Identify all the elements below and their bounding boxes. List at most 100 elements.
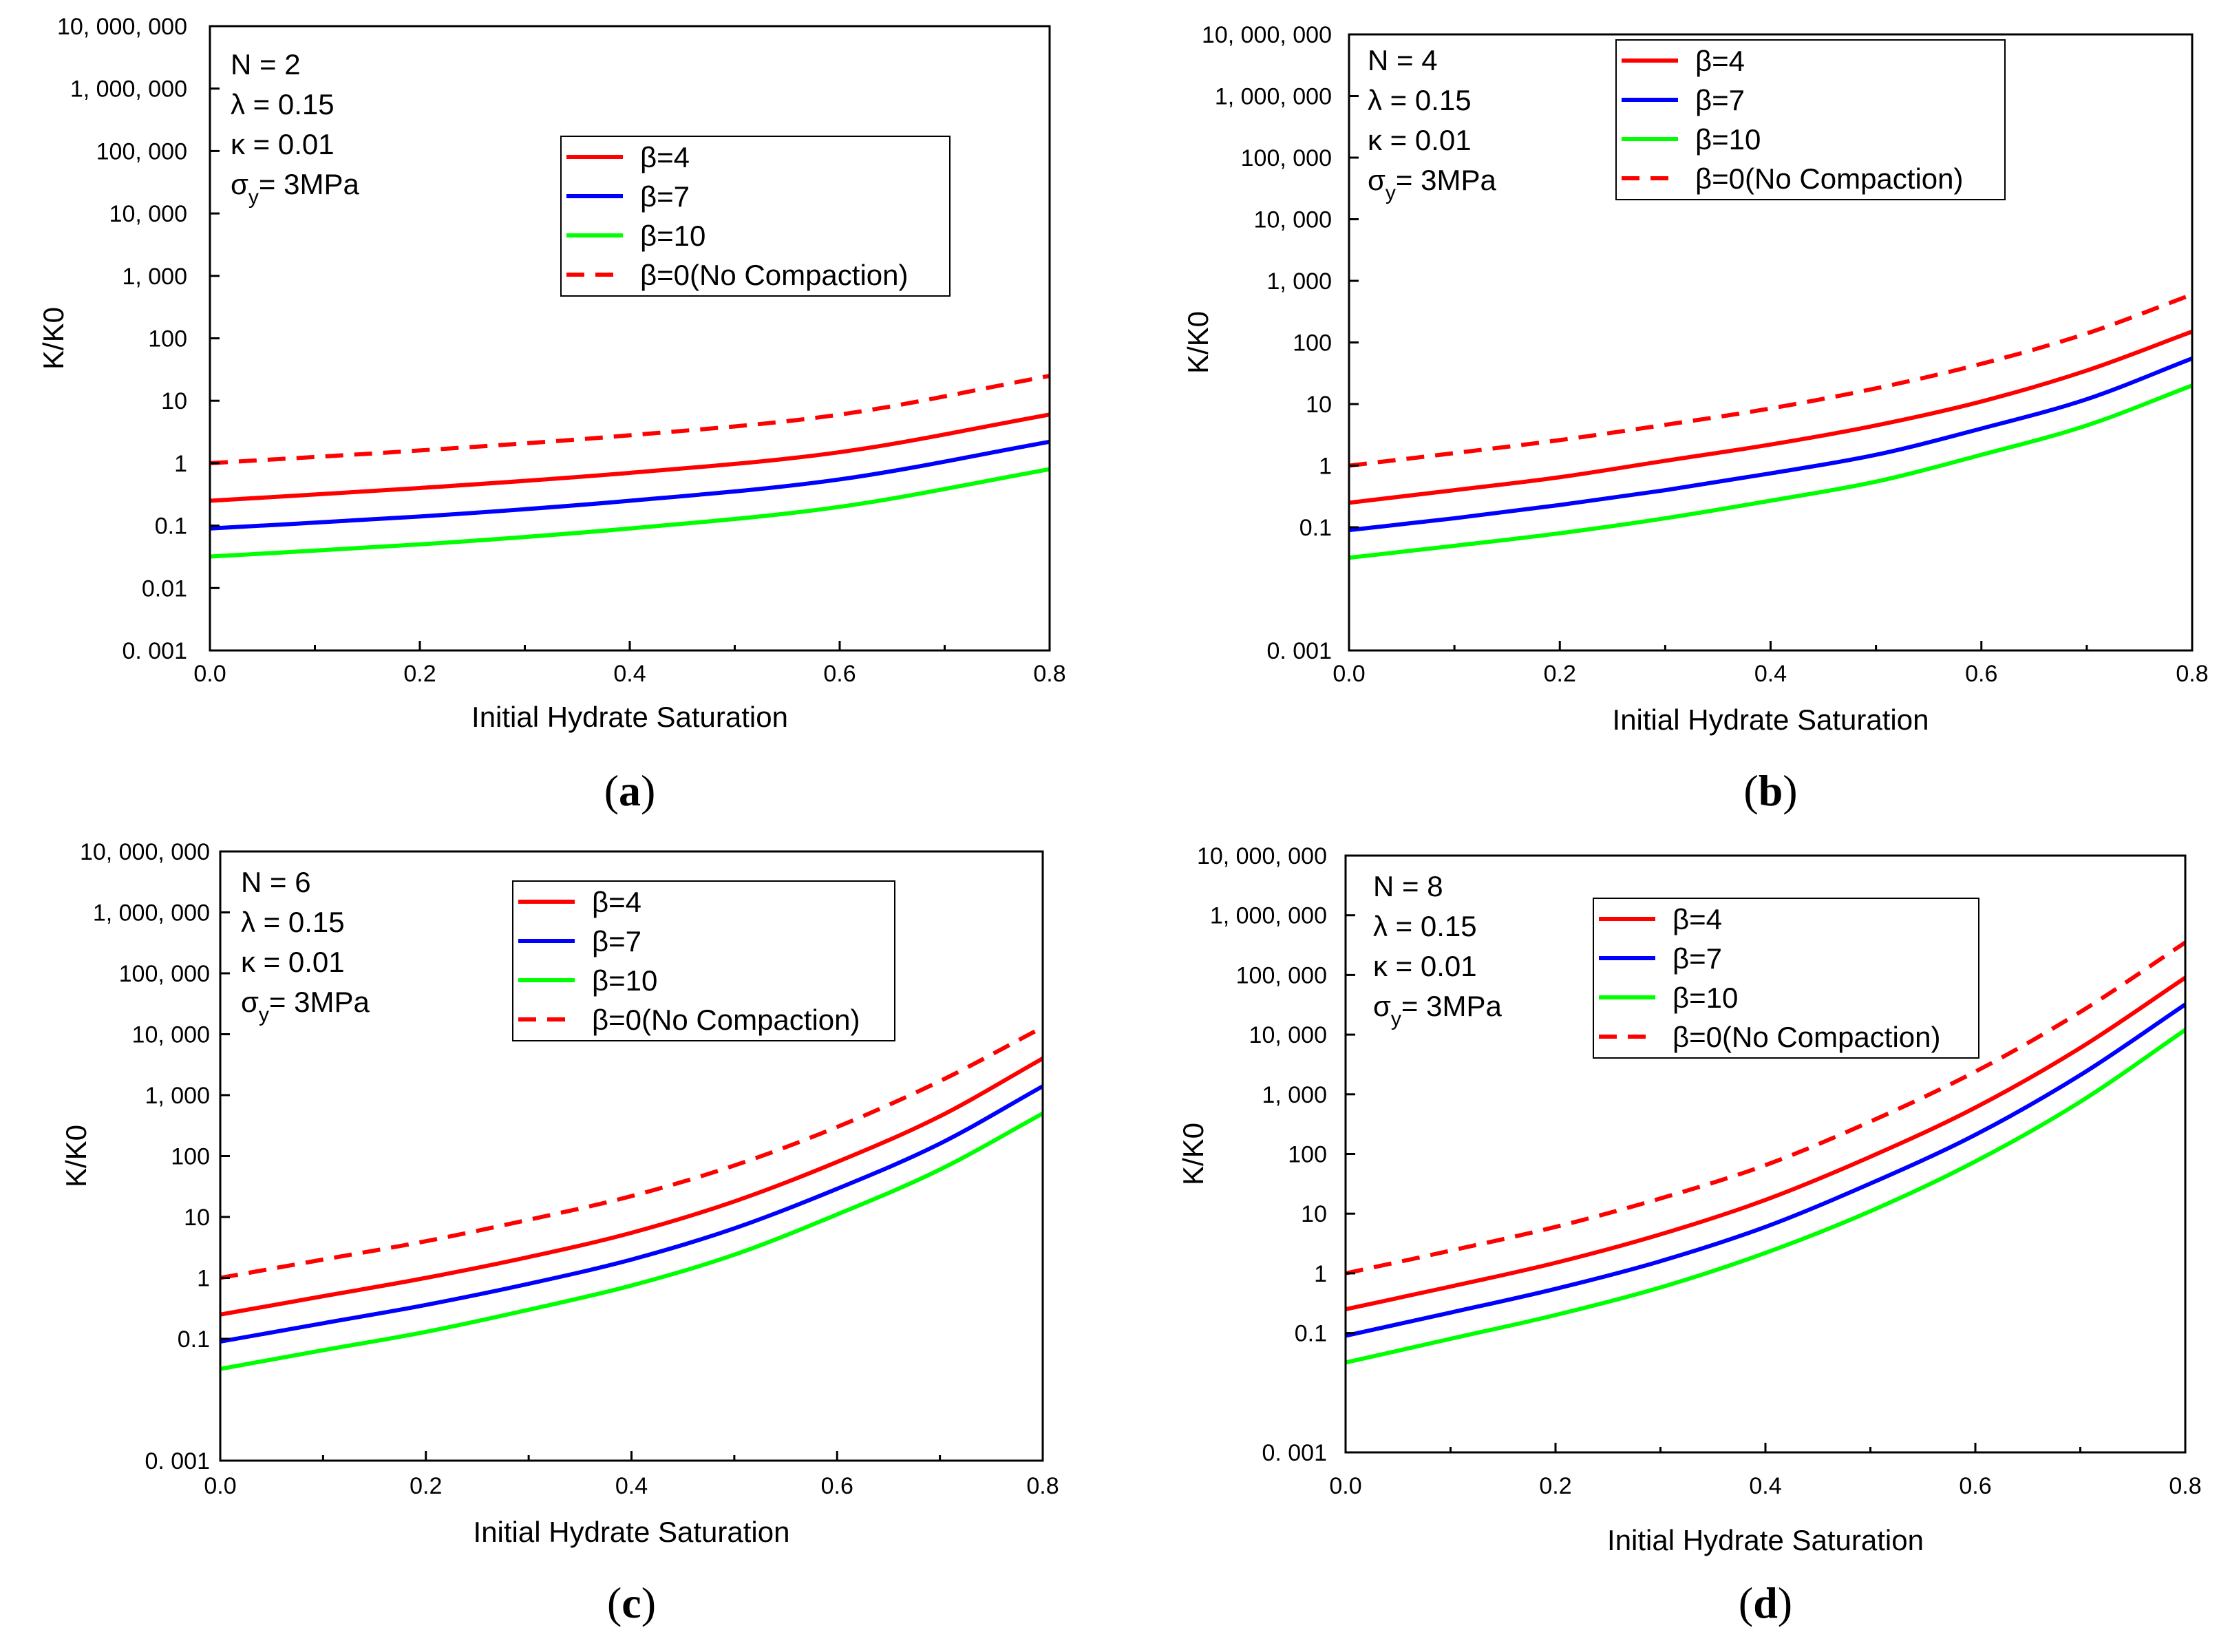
y-tick-label: 0.01: [142, 575, 187, 602]
y-tick-label: 10, 000: [1254, 207, 1332, 233]
y-tick-label: 1, 000, 000: [93, 900, 210, 926]
plot-area: [1349, 293, 2192, 560]
legend-label-3: β=0(No Compaction): [640, 259, 908, 291]
x-tick-label: 0.2: [1539, 1473, 1571, 1499]
legend-label-3: β=0(No Compaction): [1695, 162, 1963, 195]
y-tick-label: 100, 000: [96, 138, 187, 165]
y-tick-label: 0. 001: [1266, 638, 1332, 664]
plot-area: [220, 1025, 1043, 1371]
panel-caption: (c): [607, 1578, 656, 1627]
y-tick-label: 1, 000, 000: [70, 76, 187, 103]
param-sigma: σy= 3MPa: [1373, 990, 1502, 1030]
legend: β=4 β=7 β=10 β=0(No Compaction): [512, 880, 895, 1041]
series-line-0: [210, 412, 1050, 503]
x-tick-label: 0.2: [403, 661, 436, 687]
plot-area: [210, 374, 1050, 559]
param-lambda: λ = 0.15: [241, 906, 345, 938]
series-line-0: [1346, 975, 2185, 1312]
x-tick-label: 0.6: [1965, 661, 1997, 687]
legend-label-1: β=7: [1695, 84, 1745, 116]
y-tick-label: 1, 000, 000: [1215, 84, 1332, 110]
legend-label-0: β=4: [1695, 45, 1745, 77]
legend-label-2: β=10: [592, 964, 657, 997]
legend-label-3: β=0(No Compaction): [592, 1004, 860, 1036]
x-tick-label: 0.2: [410, 1473, 442, 1499]
x-tick-label: 0.4: [615, 1473, 648, 1499]
y-axis-title: K/K0: [1177, 1123, 1209, 1185]
panel-d: 0. 001 0.1 1 10 100 1, 000 10, 000 100, 000 1, 0…: [1177, 843, 2202, 1627]
x-tick-label: 0.6: [1959, 1473, 1991, 1499]
y-tick-label: 10, 000: [1249, 1022, 1327, 1048]
y-axis-title: K/K0: [1182, 311, 1214, 374]
legend-box: [560, 136, 951, 297]
param-n: N = 4: [1368, 44, 1438, 76]
legend-label-1: β=7: [1673, 942, 1722, 975]
legend-label-1: β=7: [640, 180, 690, 213]
plot-area: [1346, 940, 2185, 1365]
series-line-1: [1346, 1002, 2185, 1338]
y-axis-title: K/K0: [37, 307, 70, 370]
legend: β=4 β=7 β=10 β=0(No Compaction): [1615, 39, 2006, 200]
legend-box: [1593, 898, 1979, 1059]
y-tick-label: 10, 000, 000: [57, 14, 187, 40]
panel-a: 0. 001 0.01 0.1 1 10 100 1, 000 10, 000 100, 000…: [37, 14, 1066, 815]
x-tick-label: 0.4: [1754, 661, 1787, 687]
series-line-2: [1349, 383, 2192, 560]
y-tick-label: 100: [148, 326, 187, 352]
legend-label-0: β=4: [640, 141, 690, 173]
series-line-3: [1349, 293, 2192, 468]
y-tick-label: 1, 000: [122, 264, 187, 290]
series-line-2: [210, 467, 1050, 559]
series-line-0: [1349, 329, 2192, 505]
series-line-3: [220, 1025, 1043, 1280]
legend-label-3: β=0(No Compaction): [1673, 1021, 1940, 1053]
y-tick-label: 0.1: [1299, 515, 1332, 541]
param-lambda: λ = 0.15: [1373, 910, 1477, 942]
param-kappa: κ = 0.01: [1368, 124, 1472, 156]
y-tick-label: 0. 001: [1262, 1440, 1327, 1466]
legend-label-2: β=10: [640, 220, 705, 252]
x-tick-label: 0.6: [823, 661, 856, 687]
param-n: N = 8: [1373, 870, 1443, 902]
legend-label-2: β=10: [1673, 982, 1738, 1014]
param-lambda: λ = 0.15: [1368, 84, 1472, 116]
series-line-3: [1346, 940, 2185, 1275]
series-line-1: [220, 1084, 1043, 1344]
x-axis-title: Initial Hydrate Saturation: [471, 701, 788, 733]
y-tick-label: 10: [1301, 1201, 1327, 1227]
y-tick-label: 0. 001: [122, 638, 187, 664]
param-kappa: κ = 0.01: [231, 128, 335, 160]
x-tick-label: 0.4: [613, 661, 646, 687]
x-tick-label: 0.8: [1033, 661, 1065, 687]
x-tick-label: 0.0: [1333, 661, 1365, 687]
panel-b: 0. 001 0.1 1 10 100 1, 000 10, 000 100, 000 1, 0…: [1182, 22, 2209, 815]
y-tick-label: 1, 000: [1262, 1082, 1327, 1108]
param-kappa: κ = 0.01: [1373, 950, 1477, 982]
x-axis-title: Initial Hydrate Saturation: [1607, 1524, 1924, 1556]
y-tick-label: 100, 000: [119, 961, 210, 987]
y-tick-label: 100, 000: [1241, 145, 1332, 171]
param-sigma: σy= 3MPa: [1368, 164, 1496, 204]
legend: β=4 β=7 β=10 β=0(No Compaction): [1593, 898, 1979, 1059]
x-axis-title: Initial Hydrate Saturation: [474, 1516, 790, 1548]
param-sigma: σy= 3MPa: [241, 986, 370, 1026]
series-line-2: [1346, 1028, 2185, 1365]
y-tick-label: 10: [1306, 392, 1332, 418]
y-tick-label: 0.1: [1295, 1321, 1327, 1347]
x-axis-title: Initial Hydrate Saturation: [1613, 703, 1929, 736]
series-line-2: [220, 1112, 1043, 1371]
y-tick-label: 10, 000: [109, 201, 187, 227]
x-tick-label: 0.8: [2176, 661, 2208, 687]
x-tick-label: 0.4: [1749, 1473, 1781, 1499]
param-n: N = 6: [241, 866, 311, 898]
axes-frame: [209, 25, 1051, 652]
y-tick-label: 100: [1293, 330, 1332, 357]
legend: β=4 β=7 β=10 β=0(No Compaction): [560, 136, 951, 297]
legend-label-0: β=4: [592, 886, 641, 918]
y-tick-label: 100: [171, 1144, 210, 1170]
legend-label-1: β=7: [592, 925, 641, 957]
panel-c: 0. 001 0.1 1 10 100 1, 000 10, 000 100, 000 1, 0…: [60, 839, 1059, 1627]
param-lambda: λ = 0.15: [231, 88, 335, 120]
y-tick-label: 1: [1314, 1261, 1327, 1287]
y-tick-label: 1: [1319, 454, 1332, 480]
